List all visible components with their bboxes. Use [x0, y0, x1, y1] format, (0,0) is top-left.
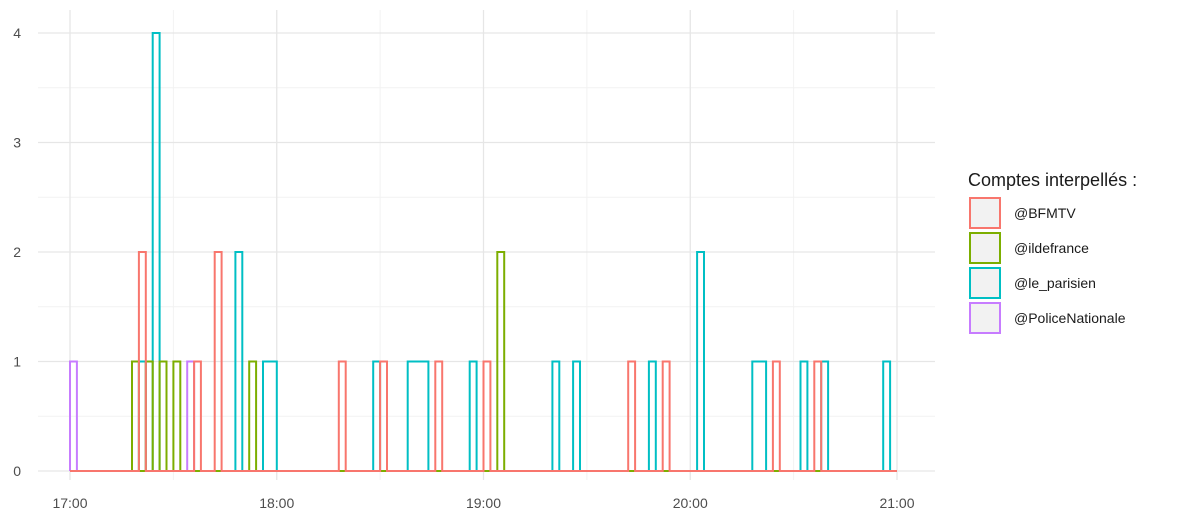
legend-label-ildefrance: @ildefrance [1014, 240, 1089, 256]
legend-key-policenationale [969, 302, 1001, 334]
legend-title: Comptes interpellés : [968, 170, 1137, 190]
series-line-le-parisien [70, 32, 897, 472]
legend-label-policenationale: @PoliceNationale [1014, 310, 1126, 326]
x-tick-label: 20:00 [673, 495, 708, 511]
y-tick-label: 1 [13, 354, 21, 370]
y-tick-label: 0 [13, 463, 21, 479]
x-tick-label: 18:00 [259, 495, 294, 511]
legend-key-ildefrance [969, 232, 1001, 264]
x-tick-label: 21:00 [879, 495, 914, 511]
y-tick-label: 2 [13, 244, 21, 260]
y-tick-label: 4 [13, 25, 21, 41]
legend-key-bfmtv [969, 197, 1001, 229]
x-tick-label: 19:00 [466, 495, 501, 511]
y-tick-label: 3 [13, 135, 21, 151]
legend-items: @BFMTV @ildefrance @le_parisien @PoliceNati… [969, 197, 1126, 334]
axis-layer: 17:00 18:00 19:00 20:00 21:00 0 1 2 3 4 [13, 25, 915, 511]
legend-label-le-parisien: @le_parisien [1014, 275, 1096, 291]
legend-key-le-parisien [969, 267, 1001, 299]
x-tick-label: 17:00 [52, 495, 87, 511]
series-layer [69, 32, 897, 472]
series-line-bfmtv [70, 251, 897, 472]
legend: Comptes interpellés : @BFMTV@ildefrance@… [968, 170, 1137, 334]
legend-label-bfmtv: @BFMTV [1014, 205, 1076, 221]
